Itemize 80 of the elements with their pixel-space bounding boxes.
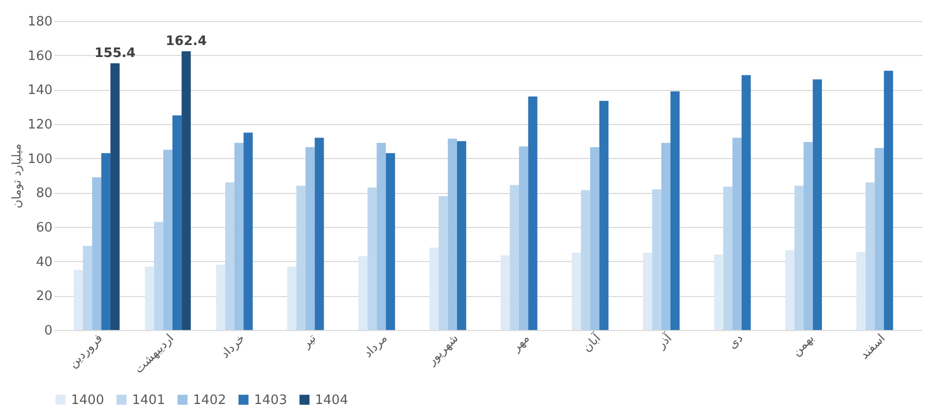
x-tick-label: تیر	[298, 331, 319, 352]
bar	[92, 177, 102, 330]
bar	[225, 182, 234, 330]
bar	[182, 51, 191, 330]
bar	[110, 63, 120, 330]
bar	[652, 189, 662, 330]
bar	[244, 132, 253, 330]
bar	[884, 70, 894, 330]
bar	[457, 141, 466, 330]
bar	[376, 142, 386, 330]
bar	[306, 147, 315, 330]
bar	[172, 115, 182, 330]
data-label: 155.4	[94, 46, 136, 62]
x-tick-label: آذر	[652, 330, 675, 352]
bar	[314, 138, 324, 330]
legend-label: 1404	[315, 392, 348, 408]
x-tick-label: دی	[725, 331, 746, 352]
bar	[599, 100, 608, 330]
bar	[856, 252, 866, 330]
x-tick-label: خرداد	[218, 331, 248, 361]
bar	[714, 254, 724, 330]
bar	[368, 188, 377, 330]
bar	[723, 186, 732, 330]
bar	[590, 147, 600, 330]
y-tick-label: 0	[44, 324, 52, 338]
bar	[74, 270, 83, 330]
y-tick-label: 80	[36, 186, 52, 202]
bar	[500, 255, 510, 330]
bar	[429, 248, 439, 330]
x-tick-label: اسفند	[857, 331, 888, 362]
y-tick-label: 100	[28, 152, 52, 167]
bar	[528, 96, 538, 330]
bar	[154, 222, 164, 330]
y-tick-label: 20	[36, 289, 52, 304]
bar	[287, 266, 296, 330]
bar	[296, 186, 306, 330]
legend-label: 1403	[254, 392, 288, 408]
x-tick-label: مهر	[508, 331, 532, 355]
bar	[642, 252, 652, 330]
legend-label: 1401	[132, 392, 166, 408]
y-tick-label: 140	[28, 83, 52, 98]
bar	[144, 266, 154, 330]
bar	[804, 142, 813, 330]
bar	[438, 196, 448, 330]
bar	[812, 79, 822, 330]
x-tick-label: شهریور	[424, 331, 461, 368]
bar	[518, 146, 528, 330]
bar	[358, 256, 368, 330]
bar	[580, 190, 590, 330]
y-tick-label: 60	[36, 220, 52, 236]
bar	[794, 186, 804, 330]
x-tick-label: اردیبهشت	[131, 331, 176, 376]
x-tick-label: فروردین	[66, 331, 106, 371]
x-tick-label: مرداد	[360, 331, 390, 360]
bar	[234, 142, 244, 330]
bar	[785, 250, 794, 330]
bar	[732, 138, 742, 330]
bar	[661, 142, 670, 330]
bar	[216, 264, 226, 330]
bar	[510, 184, 519, 330]
y-axis-title: میلیارد تومان	[10, 144, 24, 208]
bar	[163, 150, 172, 330]
y-tick-label: 180	[28, 14, 52, 30]
bar	[670, 91, 680, 330]
bar	[448, 138, 458, 330]
bar	[101, 153, 110, 330]
bar	[386, 153, 396, 330]
bar	[742, 75, 751, 330]
y-tick-label: 160	[28, 48, 52, 64]
bar	[572, 252, 581, 330]
x-tick-label: بهمن	[789, 331, 817, 359]
bar	[82, 246, 92, 330]
x-tick-label: آبان	[579, 330, 604, 355]
bar	[874, 148, 884, 330]
y-tick-label: 40	[36, 254, 52, 270]
legend-label: 1402	[193, 392, 226, 408]
bar	[866, 182, 875, 330]
legend-label: 1400	[71, 392, 104, 408]
data-label: 162.4	[166, 34, 207, 50]
y-tick-label: 120	[28, 118, 52, 132]
